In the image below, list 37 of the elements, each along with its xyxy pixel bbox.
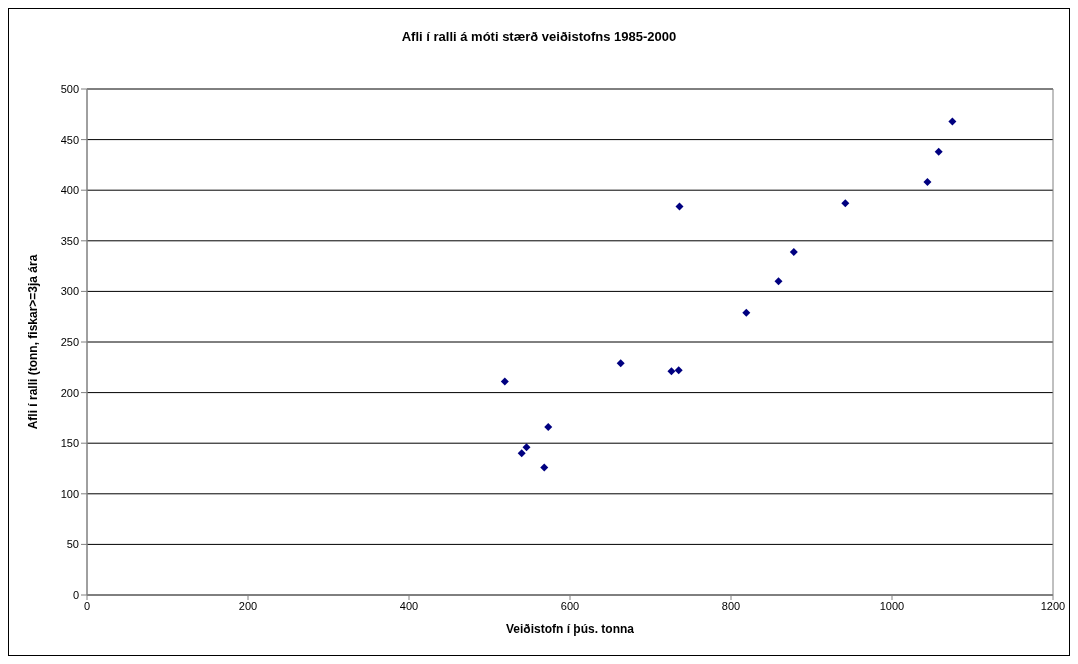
point [934, 147, 943, 156]
chart-title: Afli í ralli á móti stærð veiðistofns 1985-2000 [400, 29, 678, 44]
y-tick-label: 450 [60, 133, 79, 146]
x-tick-label: 400 [399, 599, 419, 612]
point [841, 199, 850, 208]
x-tick-label: 1200 [1040, 599, 1066, 612]
point [616, 359, 625, 368]
point [674, 366, 683, 375]
x-tick-label: 600 [560, 599, 580, 612]
y-tick-label: 300 [60, 285, 79, 298]
y-tick-label: 0 [72, 588, 79, 601]
y-tick-label: 350 [60, 234, 79, 247]
x-tick-label: 1000 [879, 599, 905, 612]
point [923, 178, 932, 187]
y-tick-label: 400 [60, 184, 79, 197]
point [774, 277, 783, 286]
y-tick-label: 50 [66, 538, 79, 551]
x-tick-label: 200 [238, 599, 258, 612]
point [667, 367, 676, 376]
point [948, 117, 957, 126]
point [742, 308, 751, 317]
x-tick-label: 0 [83, 599, 91, 612]
point [517, 449, 526, 458]
y-tick-label: 500 [60, 82, 79, 95]
y-tick-label: 250 [60, 335, 79, 348]
x-axis-title: Veiðistofn í þús. tonna [505, 622, 635, 636]
point [522, 443, 531, 452]
point [540, 463, 549, 472]
point [500, 377, 509, 386]
point [675, 202, 684, 211]
y-tick-label: 100 [60, 487, 79, 500]
point [789, 247, 798, 256]
y-axis-title: Afli í ralli (tonn, fiskar>=3ja ára [26, 254, 41, 430]
x-tick-label: 800 [721, 599, 741, 612]
y-tick-label: 200 [60, 386, 79, 399]
y-tick-label: 150 [60, 437, 79, 450]
point [544, 423, 553, 432]
